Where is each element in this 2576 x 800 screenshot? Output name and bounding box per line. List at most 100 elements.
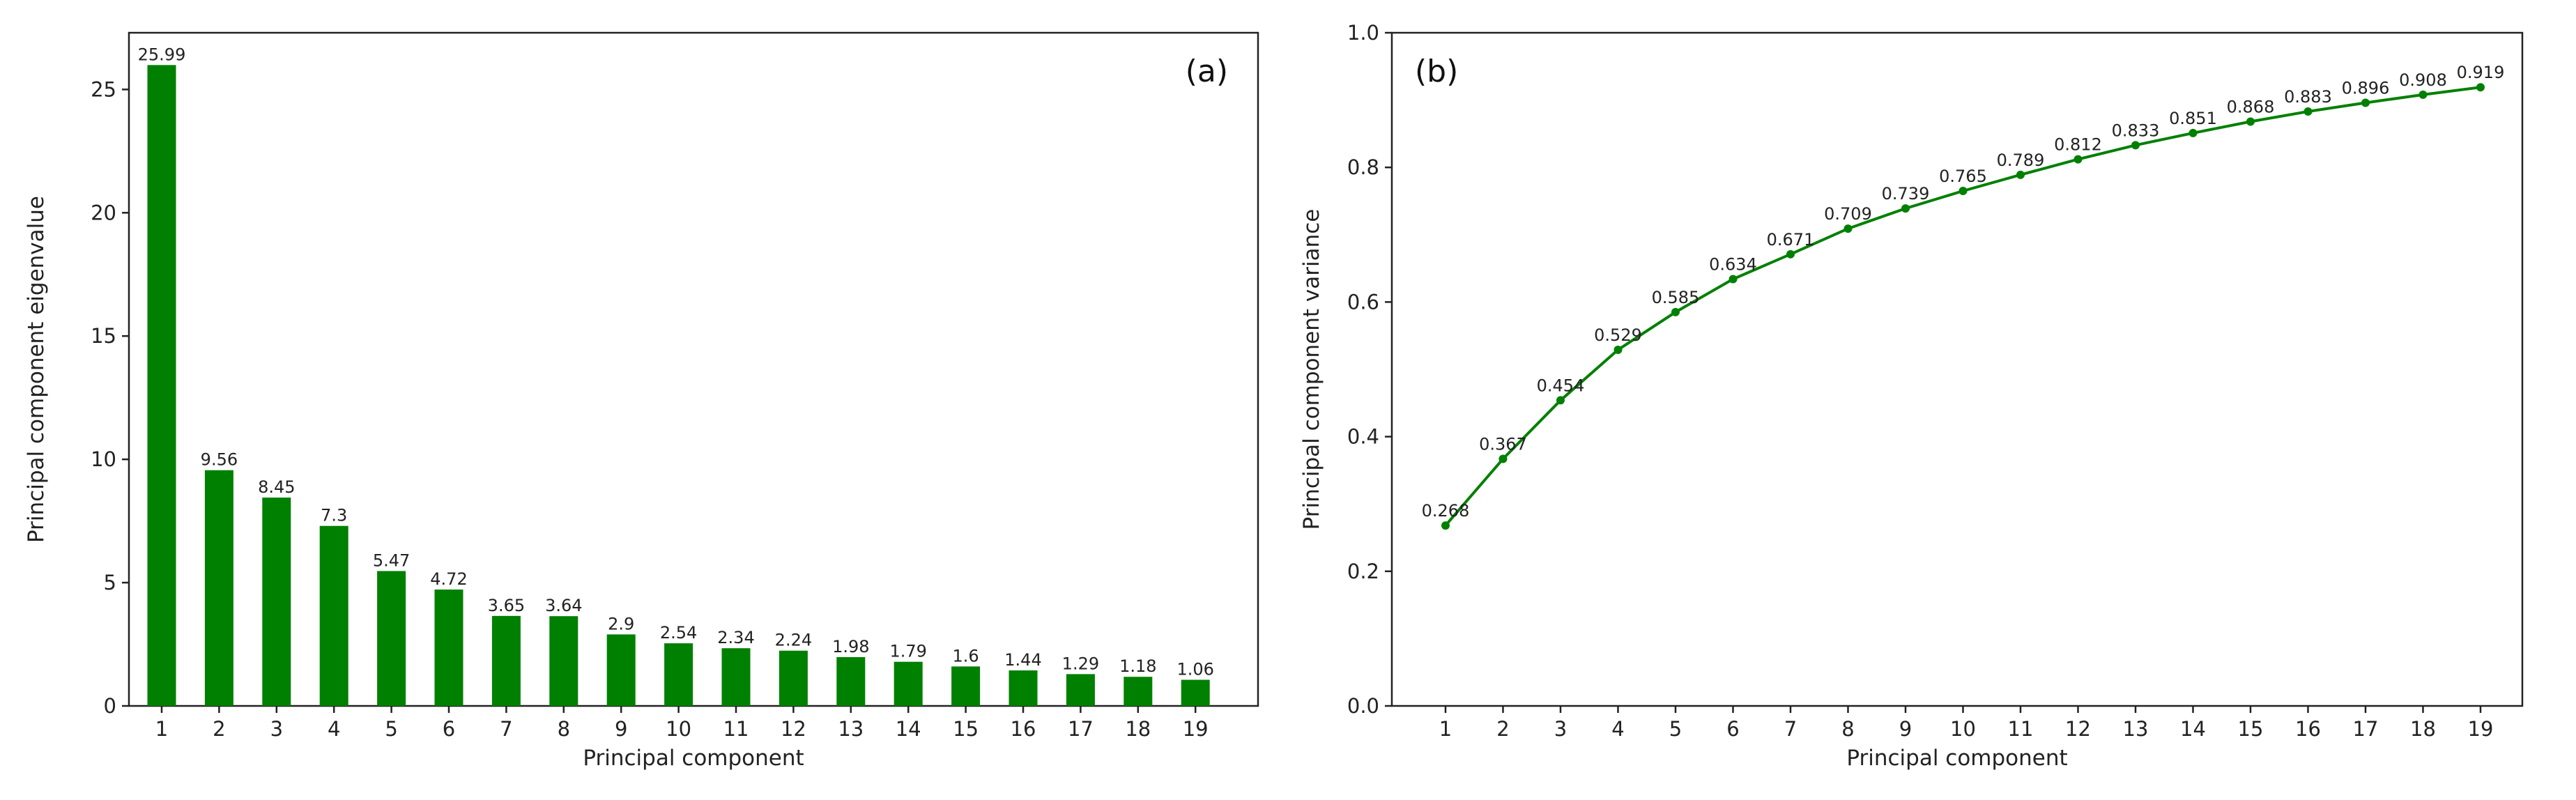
- bar-value-label: 2.34: [717, 628, 754, 647]
- chart-a-panel-label: (a): [1186, 54, 1228, 89]
- bar-value-label: 1.06: [1176, 659, 1213, 679]
- data-point: [2476, 83, 2485, 92]
- chart-a-x-axis-label: Principal component: [583, 746, 804, 771]
- x-tick-label: 12: [2065, 717, 2091, 741]
- point-value-label: 0.367: [1479, 434, 1527, 454]
- bar: [1009, 670, 1038, 706]
- bar-value-label: 1.44: [1004, 650, 1041, 670]
- y-tick-label: 15: [91, 324, 116, 348]
- y-tick-label: 1.0: [1347, 21, 1379, 45]
- data-point: [1843, 224, 1853, 233]
- x-tick-label: 8: [558, 717, 570, 741]
- bar-value-label: 4.72: [430, 569, 467, 589]
- x-tick-label: 13: [838, 717, 864, 741]
- bar: [1124, 677, 1153, 706]
- data-point: [2246, 117, 2255, 126]
- x-tick-label: 2: [213, 717, 225, 741]
- x-tick-label: 4: [1611, 717, 1624, 741]
- data-point: [2418, 90, 2428, 99]
- x-tick-label: 7: [1784, 717, 1797, 741]
- data-point: [1671, 307, 1680, 316]
- data-point: [2303, 107, 2313, 116]
- data-point: [1901, 204, 1910, 213]
- bar: [951, 666, 981, 706]
- bar: [894, 661, 923, 706]
- point-value-label: 0.789: [1997, 151, 2045, 170]
- point-value-label: 0.709: [1824, 204, 1872, 224]
- x-tick-label: 6: [1726, 717, 1739, 741]
- bar-value-label: 2.54: [660, 623, 697, 643]
- data-point: [2073, 155, 2083, 164]
- chart-b-series-line: [1444, 86, 2481, 527]
- data-point: [1786, 249, 1795, 259]
- x-tick-label: 16: [1011, 717, 1036, 741]
- chart-a-data-labels: 25.99 9.56 8.45 7.3 5.47 4.72 3.65 3.64 2.9 2.54 2…: [138, 45, 1214, 679]
- bar-value-label: 2.24: [775, 631, 812, 650]
- bar: [491, 615, 521, 706]
- x-tick-label: 5: [1669, 717, 1682, 741]
- bar: [664, 643, 693, 706]
- x-tick-label: 1: [1439, 717, 1452, 741]
- bar-value-label: 9.56: [201, 450, 238, 470]
- y-tick-label: 0.8: [1347, 155, 1379, 179]
- bar-value-label: 25.99: [138, 45, 186, 64]
- x-tick-label: 10: [666, 717, 691, 741]
- chart-a-bars: [147, 65, 1210, 707]
- bar-value-label: 2.9: [608, 614, 634, 633]
- bar-value-label: 1.6: [953, 646, 979, 666]
- x-tick-label: 4: [328, 717, 340, 741]
- chart-a-x-ticks: 1 2 3 4 5 6 7 8 9 10 11 12 13 14 15 16 17 18 19: [155, 706, 1209, 741]
- variance-line-chart: 0.00.20.40.60.81.0 1 2 3 4 5 6 7 8 9 10 11 12 13 14 15…: [1299, 21, 2524, 771]
- bar-value-label: 5.47: [373, 551, 410, 570]
- x-tick-label: 9: [615, 717, 627, 741]
- x-tick-label: 17: [2353, 717, 2379, 741]
- x-tick-label: 17: [1068, 717, 1094, 741]
- bar-value-label: 1.18: [1119, 656, 1156, 676]
- chart-b-x-axis-label: Principal component: [1846, 746, 2067, 771]
- point-value-label: 0.868: [2227, 98, 2275, 117]
- data-point: [1441, 521, 1450, 530]
- x-tick-label: 15: [953, 717, 979, 741]
- point-value-label: 0.851: [2169, 109, 2217, 128]
- bar-value-label: 8.45: [258, 477, 295, 497]
- x-tick-label: 18: [1125, 717, 1151, 741]
- point-value-label: 0.529: [1594, 325, 1642, 345]
- bar-value-label: 1.98: [832, 637, 869, 656]
- point-value-label: 0.896: [2342, 78, 2390, 98]
- y-tick-label: 0: [104, 694, 116, 718]
- bar-value-label: 1.29: [1062, 654, 1099, 673]
- point-value-label: 0.671: [1767, 230, 1815, 249]
- bar: [606, 634, 636, 706]
- x-tick-label: 7: [500, 717, 512, 741]
- data-point: [2131, 141, 2140, 150]
- y-tick-label: 0.6: [1347, 290, 1379, 314]
- data-point: [1613, 345, 1623, 354]
- x-tick-label: 12: [781, 717, 806, 741]
- x-tick-label: 2: [1496, 717, 1509, 741]
- y-tick-label: 20: [91, 201, 116, 224]
- bar-value-label: 3.64: [545, 596, 582, 615]
- y-tick-label: 5: [104, 571, 116, 594]
- bar: [262, 498, 291, 706]
- chart-a-y-ticks: 0 5 10 15 20 25: [91, 77, 129, 718]
- bar-value-label: 1.79: [889, 642, 926, 661]
- chart-b-panel-label: (b): [1415, 54, 1458, 89]
- x-tick-label: 19: [1183, 717, 1209, 741]
- x-tick-label: 9: [1899, 717, 1912, 741]
- x-tick-label: 11: [2008, 717, 2034, 741]
- x-tick-label: 14: [2180, 717, 2206, 741]
- x-tick-label: 6: [443, 717, 455, 741]
- chart-b-points: [1441, 83, 2485, 530]
- point-value-label: 0.585: [1652, 288, 1700, 307]
- bar: [549, 616, 578, 706]
- bar-value-label: 7.3: [321, 506, 347, 525]
- point-value-label: 0.634: [1709, 255, 1757, 275]
- x-tick-label: 15: [2238, 717, 2264, 741]
- chart-a-y-axis-label: Principal component eigenvalue: [24, 196, 49, 543]
- y-tick-label: 0.0: [1347, 694, 1379, 718]
- x-tick-label: 13: [2123, 717, 2149, 741]
- data-point: [1958, 187, 1968, 196]
- point-value-label: 0.765: [1939, 167, 1987, 186]
- bar: [319, 525, 348, 706]
